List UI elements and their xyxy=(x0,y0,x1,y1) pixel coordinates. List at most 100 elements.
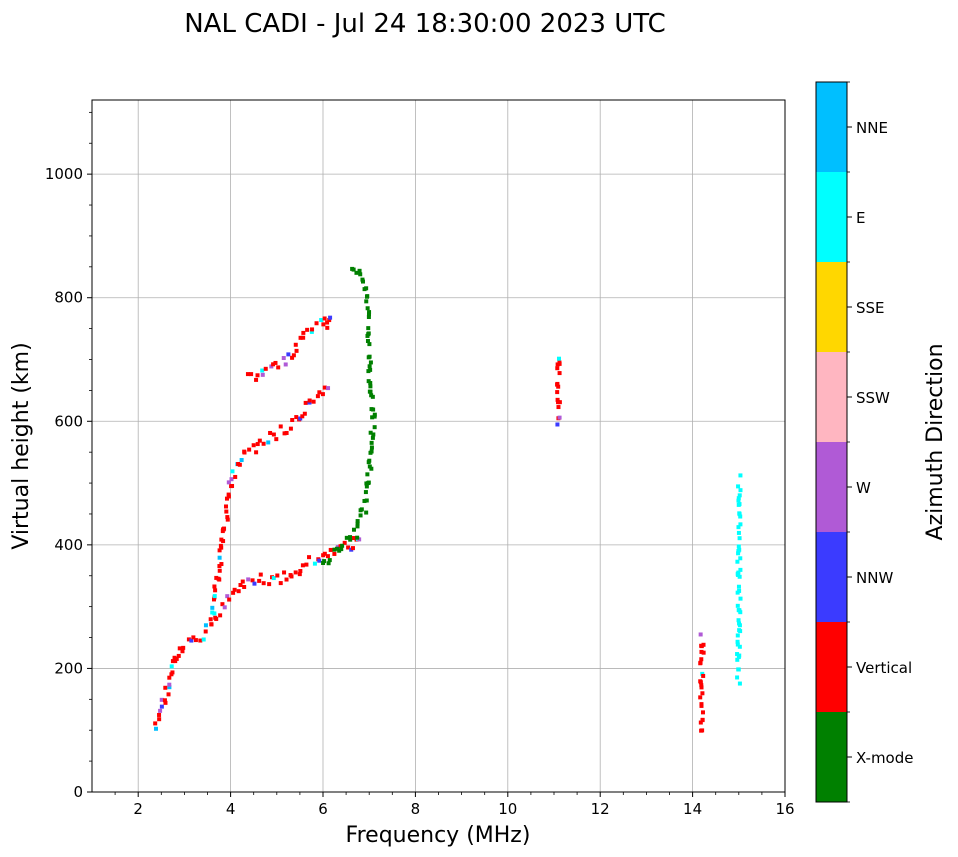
echo-point xyxy=(219,545,224,550)
echo-point xyxy=(294,415,299,420)
echo-point xyxy=(222,605,227,610)
echo-point xyxy=(736,496,741,501)
echo-point xyxy=(314,321,319,326)
x-axis-label: Frequency (MHz) xyxy=(346,823,531,848)
echo-point xyxy=(339,547,344,552)
y-tick-label: 0 xyxy=(73,783,83,801)
echo-point xyxy=(297,572,302,577)
echo-point xyxy=(737,628,742,633)
echo-point xyxy=(325,320,330,325)
echo-point xyxy=(251,443,256,448)
echo-point xyxy=(176,653,181,658)
y-tick-label: 400 xyxy=(54,536,83,554)
echo-point xyxy=(254,377,259,382)
echo-point xyxy=(260,368,265,373)
echo-point xyxy=(364,481,369,486)
echo-point xyxy=(557,415,562,420)
echo-point xyxy=(191,635,196,640)
echo-point xyxy=(736,498,741,503)
echo-point xyxy=(350,266,355,271)
echo-point xyxy=(366,369,371,374)
x-tick-label: 4 xyxy=(226,800,236,818)
echo-point xyxy=(246,577,251,582)
echo-point xyxy=(737,588,742,593)
echo-point xyxy=(369,449,374,454)
echo-point xyxy=(282,431,287,436)
echo-point xyxy=(271,432,276,437)
echo-point xyxy=(303,400,308,405)
echo-point xyxy=(311,399,316,404)
echo-point xyxy=(700,671,705,676)
echo-point xyxy=(557,360,562,365)
echo-point xyxy=(268,430,273,435)
echo-point xyxy=(364,510,369,515)
echo-point xyxy=(249,372,254,377)
echo-point xyxy=(736,551,741,556)
echo-point xyxy=(167,685,172,690)
echo-point xyxy=(737,644,742,649)
echo-point xyxy=(252,581,257,586)
echo-point xyxy=(699,683,704,688)
echo-point xyxy=(321,322,326,327)
echo-point xyxy=(258,572,263,577)
echo-point xyxy=(332,551,337,556)
echo-point xyxy=(226,492,231,497)
echo-point xyxy=(307,555,312,560)
echo-point xyxy=(700,710,705,715)
echo-point xyxy=(212,584,217,589)
echo-point xyxy=(278,424,283,429)
x-tick-label: 10 xyxy=(498,800,517,818)
colorbar-label: Azimuth Direction xyxy=(923,343,948,540)
y-tick-label: 600 xyxy=(54,412,83,430)
echo-point xyxy=(309,329,314,334)
echo-point xyxy=(218,613,223,618)
colorbar-frame xyxy=(815,81,848,803)
echo-point xyxy=(365,333,370,338)
echo-point xyxy=(302,411,307,416)
echo-point xyxy=(369,445,374,450)
echo-point xyxy=(319,318,324,323)
echo-point xyxy=(364,484,369,489)
echo-point xyxy=(701,650,706,655)
echo-point xyxy=(700,717,705,722)
echo-point xyxy=(358,513,363,518)
echo-point xyxy=(221,539,226,544)
echo-point xyxy=(229,477,234,482)
echo-point xyxy=(555,382,560,387)
echo-point xyxy=(261,581,266,586)
colorbar-segment xyxy=(816,442,847,532)
echo-point xyxy=(327,558,332,563)
y-tick-label: 800 xyxy=(54,289,83,307)
echo-point xyxy=(260,372,265,377)
echo-point xyxy=(238,583,243,588)
echo-point xyxy=(700,691,705,696)
echo-point xyxy=(365,306,370,311)
echo-point xyxy=(322,551,327,556)
echo-point xyxy=(170,659,175,664)
echo-point xyxy=(255,373,260,378)
grid-lines xyxy=(92,100,785,792)
echo-point xyxy=(220,602,225,607)
echo-point xyxy=(301,330,306,335)
echo-point xyxy=(738,567,743,572)
colorbar-tick-label: NNE xyxy=(856,119,888,137)
echo-point xyxy=(278,581,283,586)
colorbar-segment xyxy=(816,532,847,622)
echo-point xyxy=(232,587,237,592)
echo-point xyxy=(293,342,298,347)
echo-point xyxy=(310,327,315,332)
colorbar-tick-label: E xyxy=(856,209,865,227)
y-axis: 0 200 400 600 800 1000 xyxy=(45,111,92,801)
echo-point xyxy=(225,517,230,522)
echo-point xyxy=(172,655,177,660)
echo-point xyxy=(158,708,163,713)
echo-point xyxy=(219,562,224,567)
echo-point xyxy=(372,412,377,417)
echo-point xyxy=(364,299,369,304)
echo-point xyxy=(240,579,245,584)
echo-point xyxy=(735,603,740,608)
echo-point xyxy=(348,535,353,540)
echo-point xyxy=(738,473,743,478)
echo-point xyxy=(210,605,215,610)
echo-point xyxy=(328,315,333,320)
